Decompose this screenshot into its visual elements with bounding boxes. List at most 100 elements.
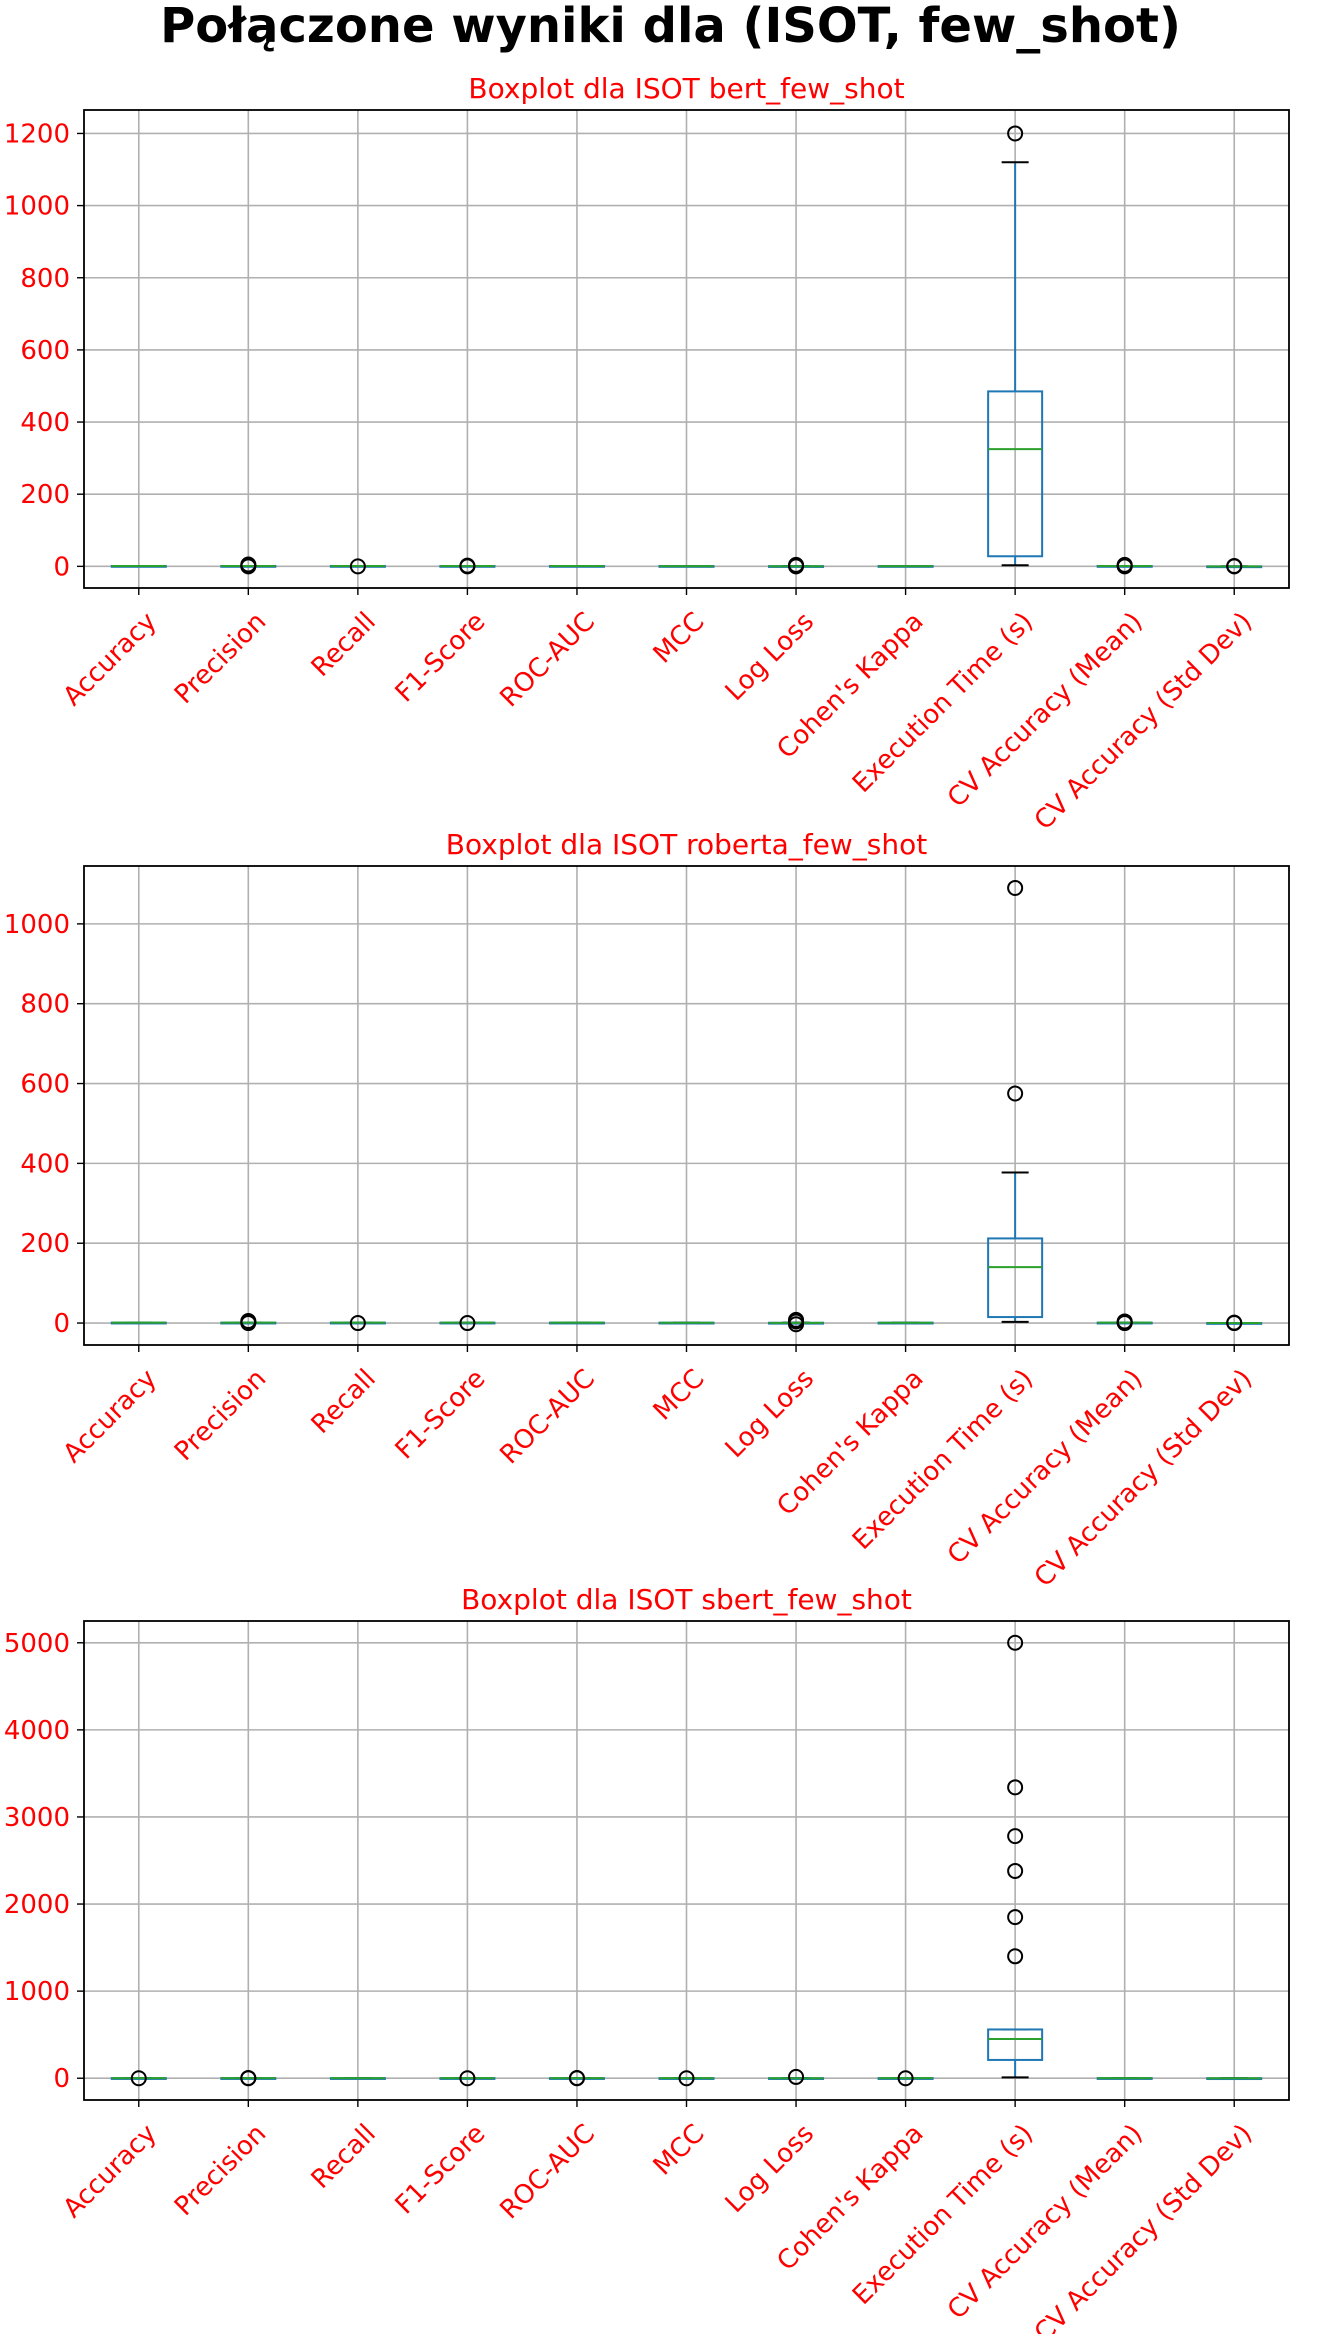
outlier-point bbox=[568, 2070, 585, 2087]
y-tick-label: 2000 bbox=[4, 1890, 70, 1920]
subplot-2: Boxplot dla ISOT roberta_few_shot 0 200 400… bbox=[4, 828, 1290, 1593]
x-tick-label: Recall bbox=[306, 2119, 382, 2195]
outlier-point bbox=[1226, 557, 1243, 574]
outlier-point bbox=[788, 1311, 805, 1328]
x-tick-label: ROC-AUC bbox=[495, 1364, 601, 1470]
x-tick-label: CV Accuracy (Mean) bbox=[942, 1364, 1149, 1571]
outlier-point bbox=[788, 556, 805, 573]
box-4 bbox=[439, 2070, 496, 2087]
y-tick-label: 1200 bbox=[4, 119, 70, 149]
outlier-point bbox=[130, 2070, 147, 2087]
box-11 bbox=[1206, 1314, 1263, 1332]
outlier-point bbox=[1007, 1779, 1024, 1796]
figure-title: Połączone wyniki dla (ISOT, few_shot) bbox=[160, 0, 1181, 54]
outlier-point bbox=[1007, 1948, 1024, 1965]
box-1 bbox=[110, 2070, 167, 2087]
x-tick-label: Log Loss bbox=[720, 1364, 820, 1464]
box-2 bbox=[220, 1313, 277, 1332]
y-tick-label: 1000 bbox=[4, 192, 70, 222]
box-5 bbox=[548, 564, 605, 568]
x-tick-label: CV Accuracy (Mean) bbox=[942, 607, 1149, 814]
outlier-point bbox=[240, 2069, 257, 2086]
y-tick-label: 600 bbox=[20, 1070, 70, 1100]
outlier-point bbox=[240, 1313, 257, 1330]
y-tick-label: 0 bbox=[53, 2064, 70, 2094]
outlier-point bbox=[459, 2070, 476, 2087]
y-tick-label: 1000 bbox=[4, 1977, 70, 2007]
x-tick-label: Precision bbox=[169, 607, 272, 710]
x-tick-label: ROC-AUC bbox=[495, 2119, 601, 2225]
box-2 bbox=[220, 556, 277, 575]
y-tick-label: 5000 bbox=[4, 1629, 70, 1659]
outlier-point bbox=[349, 1315, 366, 1332]
box-3 bbox=[329, 1315, 386, 1332]
x-tick-label: ROC-AUC bbox=[495, 607, 601, 713]
x-tick-label: Precision bbox=[169, 2119, 272, 2222]
outlier-point bbox=[1007, 879, 1024, 896]
outlier-point bbox=[459, 557, 476, 574]
outlier-point bbox=[1007, 1634, 1024, 1651]
outlier-point bbox=[459, 1315, 476, 1332]
box-7 bbox=[768, 2068, 825, 2085]
outlier-point bbox=[240, 556, 257, 573]
box-8 bbox=[877, 564, 934, 568]
box-1 bbox=[110, 564, 167, 568]
x-tick-label: Recall bbox=[306, 1364, 382, 1440]
x-tick-label: CV Accuracy (Std Dev) bbox=[1029, 607, 1258, 836]
outlier-point bbox=[1116, 556, 1133, 573]
axes-frame bbox=[83, 865, 1290, 1346]
outlier-point bbox=[788, 2068, 805, 2085]
outlier-point bbox=[349, 558, 366, 575]
box-6 bbox=[658, 564, 715, 568]
x-tick-label: MCC bbox=[648, 607, 711, 670]
box-3 bbox=[329, 558, 386, 575]
outlier-point bbox=[1007, 1085, 1024, 1102]
y-tick-label: 400 bbox=[20, 1149, 70, 1179]
outlier-point bbox=[1116, 1313, 1133, 1330]
y-tick-label: 800 bbox=[20, 990, 70, 1020]
y-tick-label: 0 bbox=[53, 1309, 70, 1339]
box-1 bbox=[110, 1321, 167, 1325]
outlier-point bbox=[1007, 1828, 1024, 1845]
y-tick-label: 600 bbox=[20, 336, 70, 366]
subplot-title: Boxplot dla ISOT roberta_few_shot bbox=[446, 828, 927, 861]
outlier-point bbox=[1007, 1909, 1024, 1926]
box-9 bbox=[987, 879, 1044, 1323]
y-tick-label: 400 bbox=[20, 408, 70, 438]
x-tick-label: Precision bbox=[169, 1364, 272, 1467]
box-8 bbox=[877, 2070, 934, 2087]
box-8 bbox=[877, 1321, 934, 1325]
box-5 bbox=[548, 1321, 605, 1325]
box-7 bbox=[768, 1311, 825, 1333]
y-tick-label: 4000 bbox=[4, 1716, 70, 1746]
box-3 bbox=[329, 2077, 386, 2080]
y-tick-label: 800 bbox=[20, 264, 70, 294]
box-9 bbox=[987, 1634, 1044, 2079]
box-iqr bbox=[987, 390, 1044, 558]
axes-frame bbox=[83, 109, 1290, 589]
axes-frame bbox=[83, 1620, 1290, 2101]
outlier-point bbox=[897, 2070, 914, 2087]
subplot-1: Boxplot dla ISOT bert_few_shot 0 200 400 600… bbox=[4, 72, 1290, 836]
x-tick-label: F1-Score bbox=[390, 1364, 492, 1466]
y-tick-label: 0 bbox=[53, 552, 70, 582]
box-4 bbox=[439, 557, 496, 575]
subplot-3: Boxplot dla ISOT sbert_few_shot 0 1000 2000… bbox=[4, 1583, 1290, 2334]
outlier-point bbox=[1007, 125, 1024, 142]
box-11 bbox=[1206, 557, 1263, 575]
x-tick-label: CV Accuracy (Std Dev) bbox=[1029, 1364, 1258, 1593]
x-tick-label: MCC bbox=[648, 2119, 711, 2182]
box-7 bbox=[768, 556, 825, 575]
box-11 bbox=[1206, 2077, 1263, 2081]
x-tick-label: Execution Time (s) bbox=[847, 1364, 1039, 1556]
box-iqr bbox=[987, 2028, 1044, 2061]
x-tick-label: F1-Score bbox=[390, 2119, 492, 2221]
outlier-point bbox=[1226, 1314, 1243, 1331]
x-tick-label: Accuracy bbox=[58, 1364, 163, 1469]
y-tick-label: 200 bbox=[20, 1229, 70, 1259]
outlier-point bbox=[1007, 1862, 1024, 1879]
x-tick-label: Execution Time (s) bbox=[847, 2119, 1039, 2311]
x-tick-label: CV Accuracy (Mean) bbox=[942, 2119, 1149, 2326]
y-tick-label: 1000 bbox=[4, 910, 70, 940]
